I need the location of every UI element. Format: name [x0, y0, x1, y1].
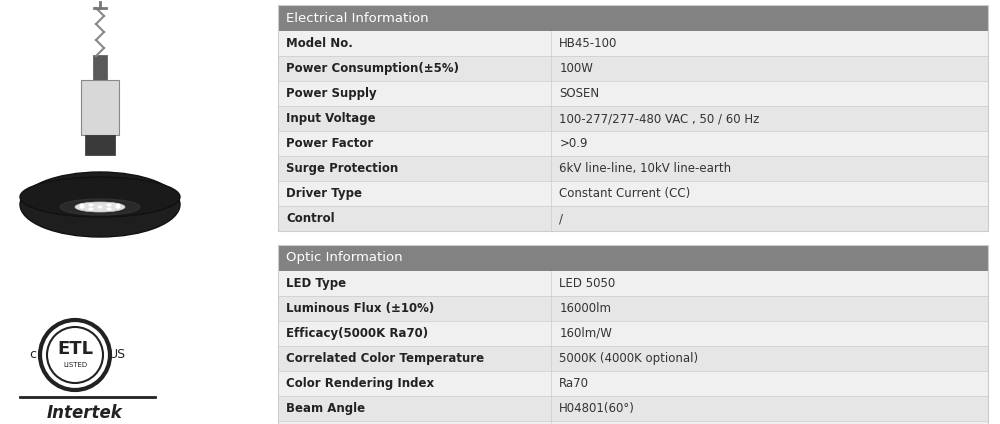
Text: Intertek: Intertek	[47, 404, 123, 422]
Text: >0.9: >0.9	[559, 137, 588, 150]
Ellipse shape	[98, 206, 103, 209]
Bar	[278, 181, 988, 206]
Bar	[85, 135, 115, 155]
Text: Driver Type: Driver Type	[286, 187, 362, 200]
Text: Input Voltage: Input Voltage	[286, 112, 376, 125]
Bar	[278, 271, 988, 296]
Ellipse shape	[80, 204, 84, 206]
Text: 5000K (4000K optional): 5000K (4000K optional)	[559, 352, 698, 365]
Ellipse shape	[80, 206, 84, 209]
Text: LED 5050: LED 5050	[559, 277, 616, 290]
Text: Ra70: Ra70	[559, 377, 589, 390]
Bar	[278, 206, 988, 231]
Text: Beam Angle: Beam Angle	[286, 402, 365, 415]
Text: Correlated Color Temperature: Correlated Color Temperature	[286, 352, 484, 365]
Text: Surge Protection: Surge Protection	[286, 162, 398, 175]
Text: LISTED: LISTED	[63, 362, 87, 368]
Ellipse shape	[116, 204, 120, 206]
Ellipse shape	[116, 206, 120, 209]
Text: Control: Control	[286, 212, 335, 225]
Text: Power Supply: Power Supply	[286, 87, 377, 100]
Text: 100W: 100W	[559, 62, 593, 75]
Bar	[278, 321, 988, 346]
Ellipse shape	[106, 204, 112, 206]
Bar	[81, 80, 119, 135]
Bar	[278, 296, 988, 321]
Text: Color Rendering Index: Color Rendering Index	[286, 377, 434, 390]
Bar	[278, 245, 988, 424]
Ellipse shape	[88, 207, 94, 210]
Bar	[278, 245, 988, 271]
Ellipse shape	[75, 202, 125, 212]
Bar	[278, 5, 988, 31]
Text: 160lm/W: 160lm/W	[559, 327, 612, 340]
Bar	[278, 81, 988, 106]
Text: ETL: ETL	[57, 340, 93, 358]
Text: Electrical Information: Electrical Information	[286, 11, 429, 25]
Bar	[93, 55, 107, 85]
Text: Power Factor: Power Factor	[286, 137, 373, 150]
Text: US: US	[108, 349, 126, 362]
Text: c: c	[30, 349, 36, 362]
Bar	[278, 131, 988, 156]
Text: LED Type: LED Type	[286, 277, 346, 290]
Bar	[278, 156, 988, 181]
Text: /: /	[559, 212, 563, 225]
Bar	[278, 56, 988, 81]
Text: Luminous Flux (±10%): Luminous Flux (±10%)	[286, 302, 434, 315]
Text: Power Consumption(±5%): Power Consumption(±5%)	[286, 62, 459, 75]
Bar	[278, 5, 988, 231]
Text: SOSEN: SOSEN	[559, 87, 599, 100]
Ellipse shape	[20, 177, 180, 217]
Ellipse shape	[60, 199, 140, 215]
Bar	[278, 106, 988, 131]
Ellipse shape	[20, 172, 180, 237]
Text: 100-277/277-480 VAC , 50 / 60 Hz: 100-277/277-480 VAC , 50 / 60 Hz	[559, 112, 760, 125]
Text: Model No.: Model No.	[286, 37, 353, 50]
Bar	[278, 371, 988, 396]
Text: 16000lm: 16000lm	[559, 302, 611, 315]
Text: 6kV line-line, 10kV line-earth: 6kV line-line, 10kV line-earth	[559, 162, 731, 175]
Text: Efficacy(5000K Ra70): Efficacy(5000K Ra70)	[286, 327, 428, 340]
Bar	[278, 396, 988, 421]
Bar	[278, 421, 988, 424]
Bar	[278, 31, 988, 56]
Text: HB45-100: HB45-100	[559, 37, 618, 50]
Ellipse shape	[106, 207, 112, 210]
Ellipse shape	[88, 204, 94, 206]
Text: Optic Information: Optic Information	[286, 251, 403, 265]
Bar	[278, 346, 988, 371]
Text: H04801(60°): H04801(60°)	[559, 402, 635, 415]
Text: Constant Current (CC): Constant Current (CC)	[559, 187, 691, 200]
